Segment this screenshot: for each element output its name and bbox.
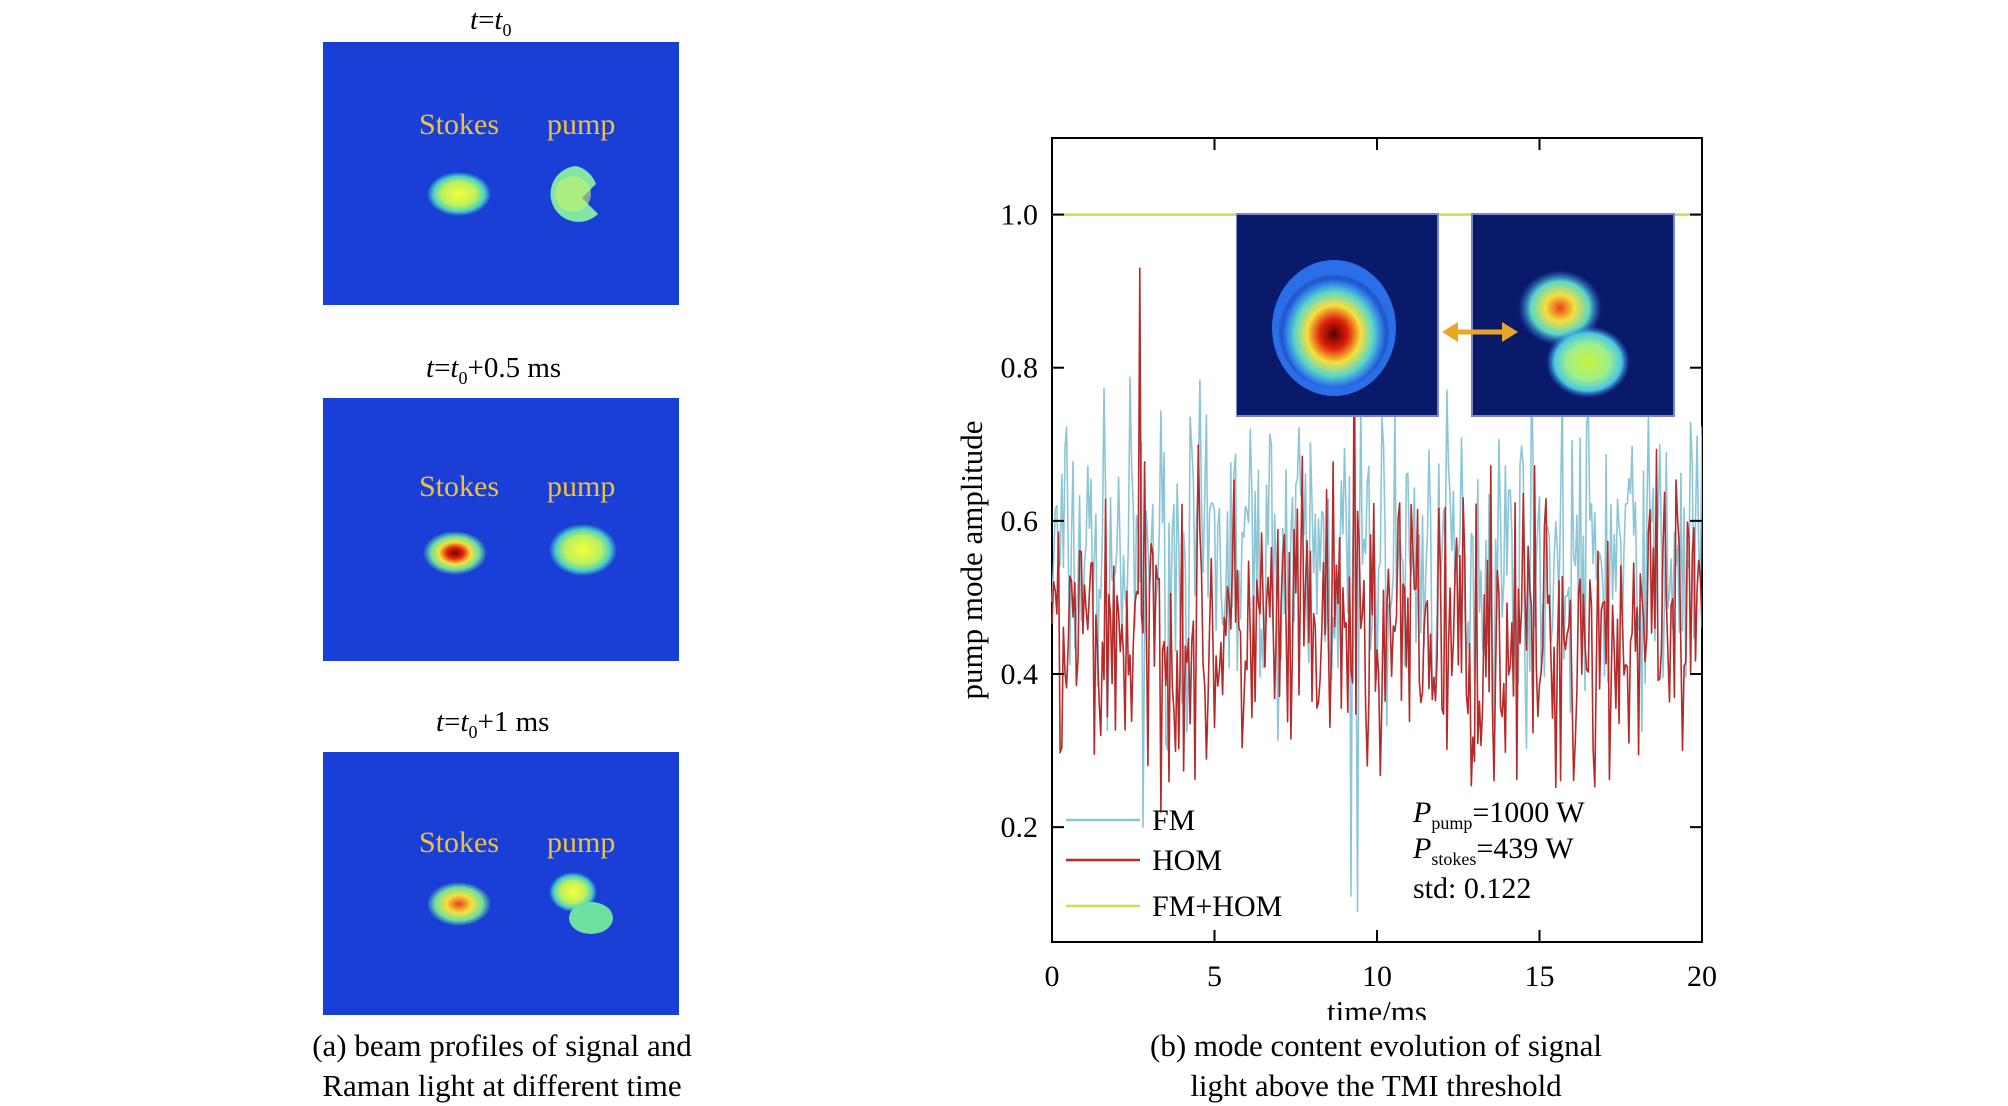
legend-label: FM+HOM [1152, 890, 1282, 923]
y-tick-label: 0.8 [1001, 352, 1039, 385]
beam-spots [427, 166, 598, 222]
x-tick-label: 15 [1525, 960, 1555, 993]
frame-3-time-label: t=t0+1 ms [436, 706, 550, 742]
y-tick-label: 0.4 [1001, 658, 1039, 691]
series-line-fm [1051, 376, 1702, 913]
beam-spots [427, 872, 613, 934]
stokes-power-annotation: Pstokes=439 W [1413, 832, 1574, 869]
panel-a-caption: (a) beam profiles of signal and Raman li… [312, 1028, 692, 1103]
mode-amplitude-chart: 0 5 10 15 20 0.2 0.4 0.6 0.8 1.0 time/ms pump mode … [954, 137, 1717, 1020]
x-axis-label: time/ms [1327, 994, 1427, 1020]
stokes-label: Stokes [419, 108, 500, 141]
y-tick-label: 0.2 [1001, 811, 1039, 844]
frame-2-time-label: t=t0+0.5 ms [426, 352, 562, 388]
double-arrow-icon [1442, 322, 1518, 342]
frame-1-time-label: t=t0 [470, 4, 512, 40]
pump-label: pump [547, 108, 616, 141]
y-axis-label: pump mode amplitude [954, 421, 989, 700]
pump-power-annotation: Ppump=1000 W [1413, 796, 1585, 833]
legend: FM HOM FM+HOM [1066, 804, 1282, 923]
x-tick-label: 0 [1045, 960, 1060, 993]
beam-profile-frame-2: Stokes pump [323, 398, 679, 661]
pump-label: pump [547, 470, 616, 503]
mode-profile-insets [1236, 213, 1675, 417]
beam-profile-frame-3: Stokes pump [323, 752, 679, 1015]
beam-profile-frame-1: Stokes pump [323, 42, 679, 305]
panel-b-caption: (b) mode content evolution of signal lig… [1150, 1028, 1602, 1103]
legend-label: HOM [1152, 844, 1222, 877]
y-tick-label: 0.6 [1001, 505, 1039, 538]
pump-label: pump [547, 826, 616, 859]
series-line-hom [1051, 267, 1702, 813]
stokes-label: Stokes [419, 470, 500, 503]
legend-label: FM [1152, 804, 1195, 837]
std-annotation: std: 0.122 [1413, 872, 1532, 905]
x-tick-label: 5 [1207, 960, 1222, 993]
x-tick-label: 10 [1362, 960, 1392, 993]
stokes-label: Stokes [419, 826, 500, 859]
y-tick-label: 1.0 [1001, 199, 1039, 232]
x-tick-label: 20 [1687, 960, 1717, 993]
beam-spots [423, 524, 617, 576]
